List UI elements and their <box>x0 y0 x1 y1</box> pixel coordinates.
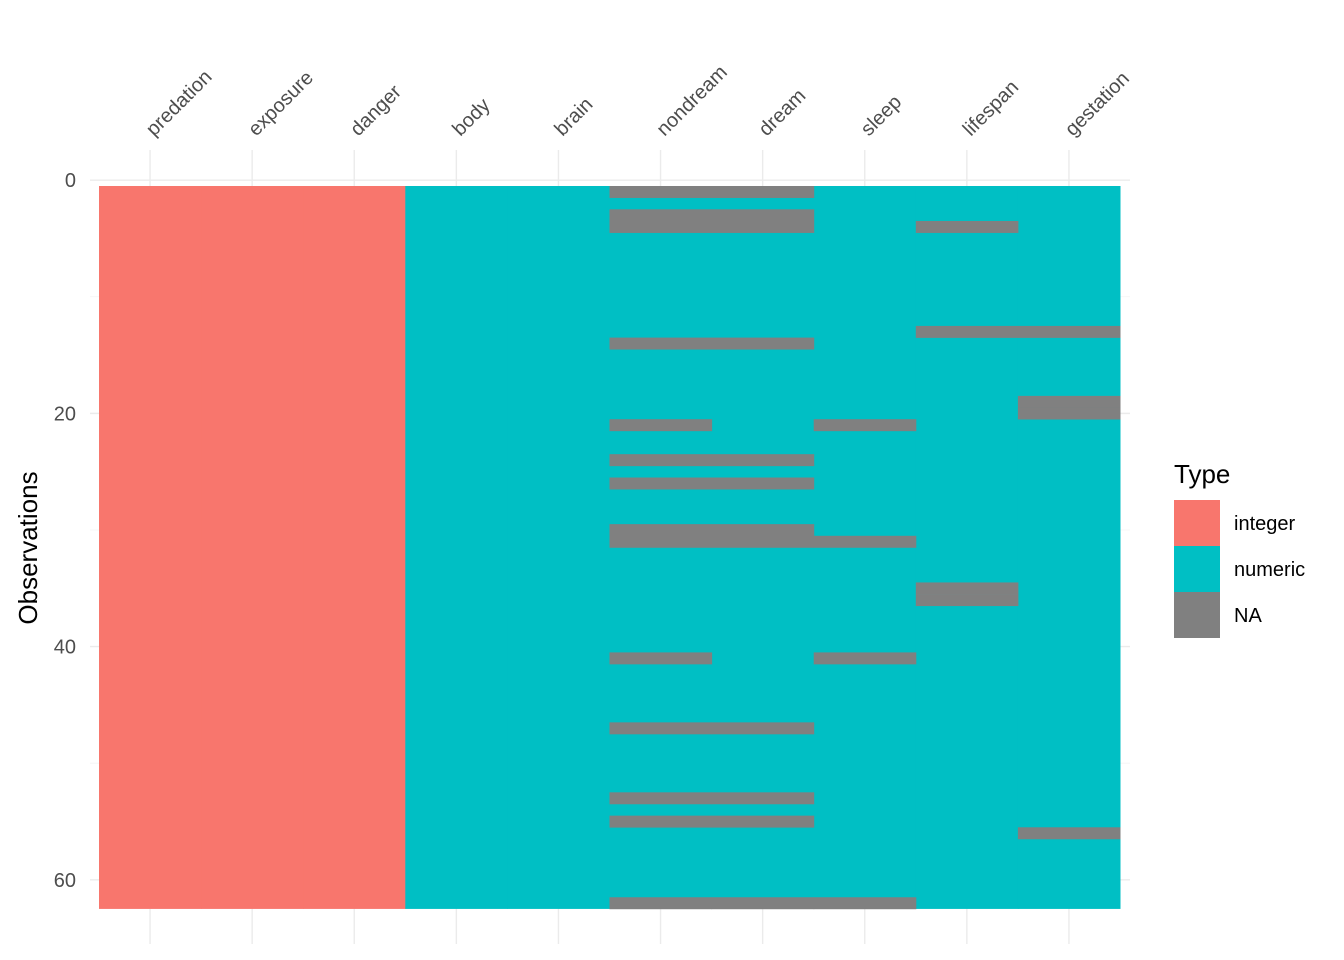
na-cell-dream-14 <box>711 337 815 350</box>
na-cell-nondream-14 <box>609 337 713 350</box>
na-cell-nondream-53 <box>609 792 713 805</box>
x-tick-label-predation: predation <box>142 66 217 141</box>
legend-key-numeric <box>1174 546 1220 592</box>
na-cell-sleep-62 <box>813 897 917 910</box>
na-cell-dream-4 <box>711 220 815 233</box>
column-exposure <box>201 186 304 909</box>
x-tick-label-brain: brain <box>550 94 597 141</box>
y-tick-labels: 0 20 40 60 <box>54 170 76 892</box>
x-tick-label-exposure: exposure <box>244 67 318 141</box>
na-cell-nondream-55 <box>609 815 713 828</box>
na-cell-nondream-31 <box>609 535 713 548</box>
na-cell-sleep-21 <box>813 419 917 432</box>
column-predation <box>99 186 202 909</box>
legend-key-integer <box>1174 500 1220 546</box>
y-tick-label: 60 <box>54 870 76 892</box>
na-cell-nondream-26 <box>609 477 713 490</box>
legend-key-NA <box>1174 592 1220 638</box>
na-cell-dream-3 <box>711 209 815 222</box>
column-brain <box>507 186 610 909</box>
na-cell-nondream-62 <box>609 897 713 910</box>
na-cell-gestation-56 <box>1017 827 1121 840</box>
legend-title: Type <box>1174 459 1230 489</box>
x-tick-label-nondream: nondream <box>653 61 732 140</box>
na-cell-gestation-19 <box>1017 395 1121 408</box>
x-tick-label-body: body <box>448 94 494 140</box>
na-cell-lifespan-4 <box>915 220 1019 233</box>
x-tick-label-sleep: sleep <box>857 91 906 140</box>
na-cell-dream-1 <box>711 186 815 198</box>
na-cell-nondream-4 <box>609 220 713 233</box>
na-cell-dream-31 <box>711 535 815 548</box>
x-tick-label-gestation: gestation <box>1061 68 1134 141</box>
na-cell-nondream-24 <box>609 454 713 467</box>
na-cell-dream-53 <box>711 792 815 805</box>
na-cell-nondream-41 <box>609 652 713 665</box>
na-cell-dream-26 <box>711 477 815 490</box>
na-cell-dream-55 <box>711 815 815 828</box>
legend-label-NA: NA <box>1234 605 1262 627</box>
na-cell-nondream-21 <box>609 419 713 432</box>
x-tick-label-lifespan: lifespan <box>959 76 1023 140</box>
column-lifespan <box>915 186 1019 909</box>
na-cell-nondream-3 <box>609 209 713 222</box>
na-cell-dream-47 <box>711 722 815 735</box>
data-tiles <box>99 186 1121 910</box>
na-cell-sleep-31 <box>813 535 917 548</box>
y-tick-label: 20 <box>54 403 76 425</box>
na-cell-nondream-47 <box>609 722 713 735</box>
y-tick-label: 40 <box>54 637 76 659</box>
na-cell-sleep-41 <box>813 652 917 665</box>
legend: Type integer numeric NA <box>1174 459 1305 638</box>
x-tick-label-danger: danger <box>346 81 406 141</box>
y-axis-title: Observations <box>13 471 43 624</box>
na-cell-nondream-1 <box>609 186 713 198</box>
na-cell-lifespan-36 <box>915 594 1019 607</box>
na-cell-gestation-13 <box>1017 325 1121 338</box>
legend-label-integer: integer <box>1234 513 1295 535</box>
na-cell-gestation-20 <box>1017 407 1121 420</box>
na-cell-dream-24 <box>711 454 815 467</box>
na-cell-dream-62 <box>711 897 815 910</box>
na-cell-lifespan-35 <box>915 582 1019 595</box>
x-tick-labels: predation exposure danger body brain nondream… <box>142 61 1134 140</box>
na-cell-dream-30 <box>711 524 815 537</box>
column-body <box>405 186 508 909</box>
column-danger <box>303 186 406 909</box>
na-cell-nondream-30 <box>609 524 713 537</box>
na-cell-lifespan-13 <box>915 325 1019 338</box>
y-tick-label: 0 <box>65 170 76 192</box>
x-tick-label-dream: dream <box>755 85 811 141</box>
legend-label-numeric: numeric <box>1234 559 1305 581</box>
column-gestation <box>1017 186 1121 909</box>
